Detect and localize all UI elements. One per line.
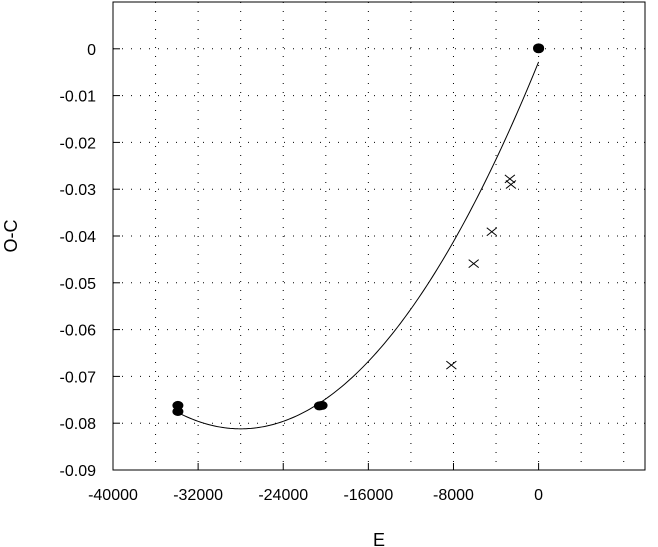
y-tick-label: -0.08 [60,416,97,433]
x-tick-label: -24000 [258,487,308,504]
data-point-cross [468,259,480,269]
y-tick-label: -0.01 [60,89,97,106]
y-tick-label: -0.07 [60,369,97,386]
x-tick-label: 0 [534,487,543,504]
x-axis-title: E [373,530,385,547]
tick-layer: -40000 -32000 -24000 -16000 -8000 0 0 -0.01 -0.0… [60,42,544,504]
fit-curve [176,61,540,430]
grid-layer [113,1,645,470]
data-points-layer [172,43,545,416]
y-tick-label: -0.09 [60,463,97,480]
y-tick-label: -0.05 [60,276,97,293]
data-point-cross [486,227,498,237]
data-point-circle [533,44,545,54]
data-point-cross [446,360,457,370]
x-tick-label: -32000 [173,487,223,504]
x-tick-label: -8000 [433,487,474,504]
x-tick-label: -40000 [88,487,138,504]
y-axis-title: O-C [1,220,21,253]
plot-frame [112,1,646,471]
y-tick-label: -0.03 [60,182,97,199]
y-tick-label: -0.02 [60,135,97,152]
y-tick-label: -0.04 [60,229,97,246]
data-point-circle [172,407,184,416]
data-point-circle [316,400,328,410]
y-tick-label: -0.06 [60,323,97,340]
data-point-cross [505,180,517,189]
x-tick-label: -16000 [343,487,393,504]
fit-curve-layer [176,61,540,430]
y-tick-label: 0 [87,42,96,59]
